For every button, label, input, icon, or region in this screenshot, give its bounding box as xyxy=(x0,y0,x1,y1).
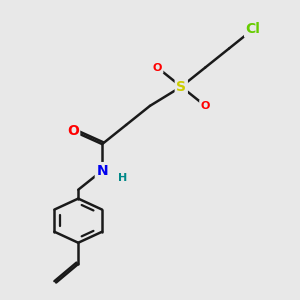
Text: H: H xyxy=(118,173,127,183)
Text: N: N xyxy=(96,164,108,178)
Text: S: S xyxy=(176,80,186,94)
Text: Cl: Cl xyxy=(246,22,260,36)
Text: O: O xyxy=(67,124,79,138)
Text: O: O xyxy=(153,63,162,73)
Text: O: O xyxy=(200,101,210,111)
